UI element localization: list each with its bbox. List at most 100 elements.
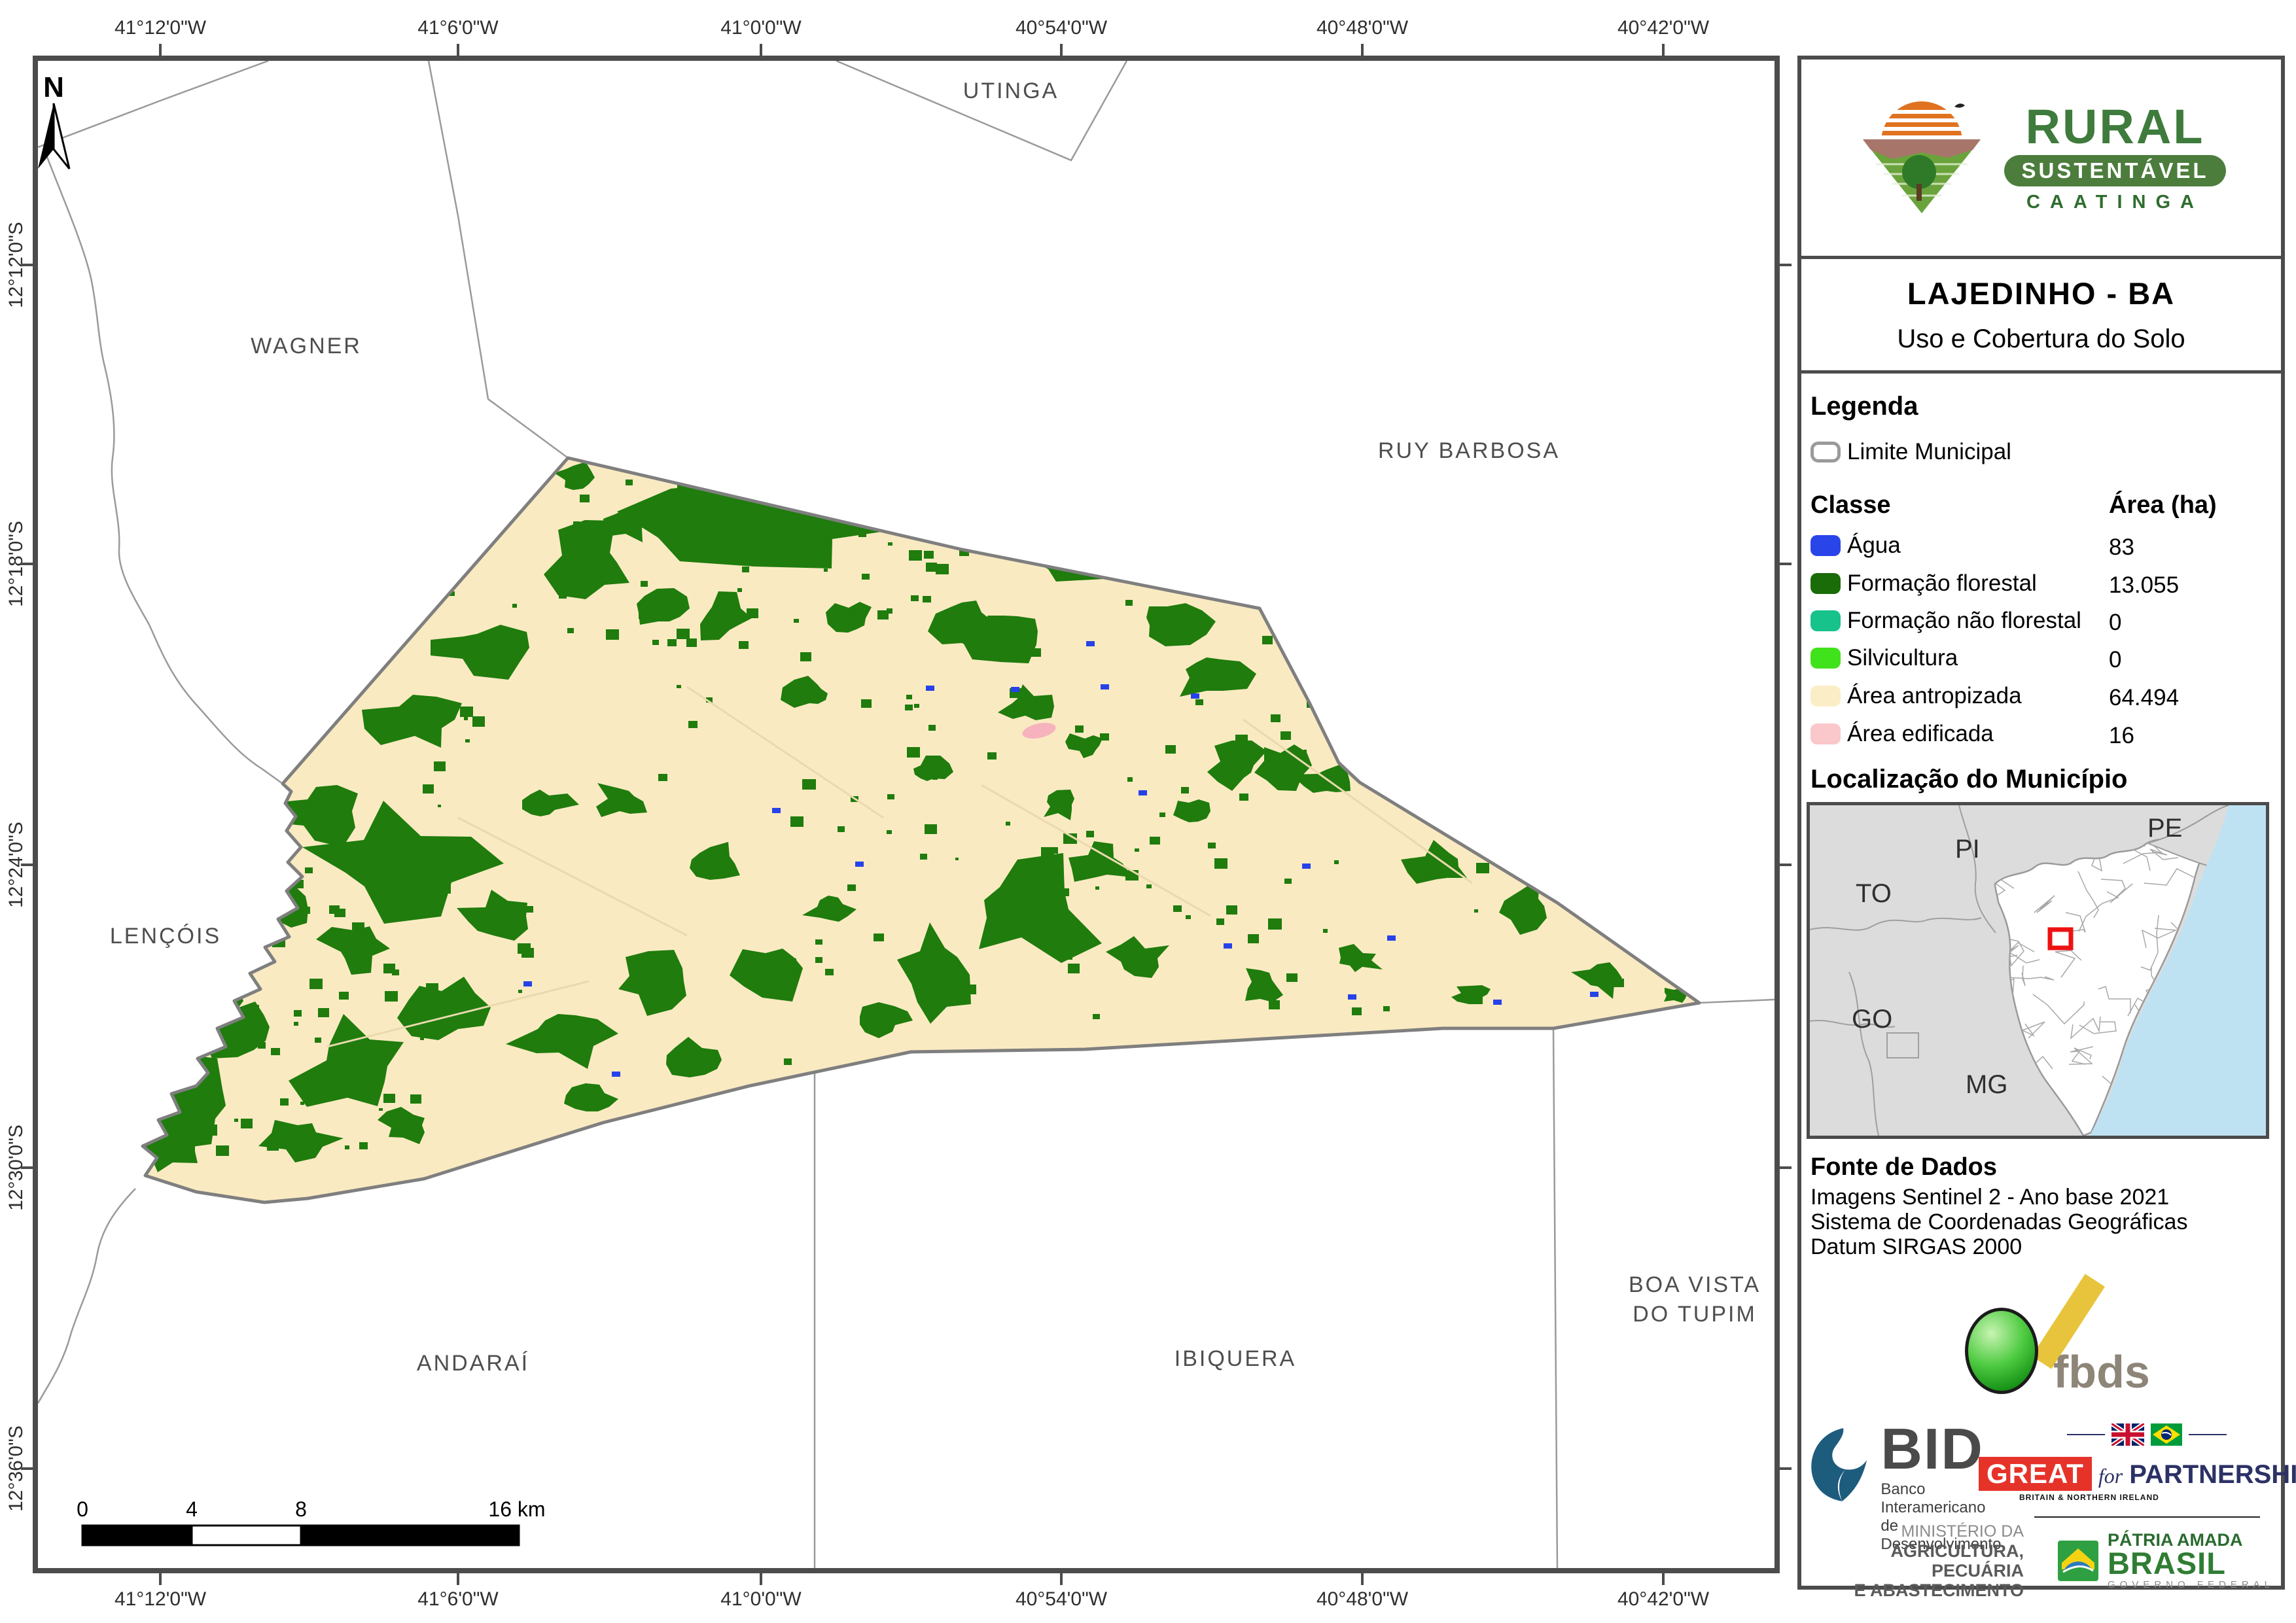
- ministry-logo: MINISTÉRIO DA AGRICULTURA, PECUÁRIA E AB…: [1808, 1522, 2024, 1600]
- scale-16km: 16 km: [488, 1497, 545, 1521]
- label-andarai: ANDARAÍ: [417, 1351, 529, 1376]
- municipality-marker: [2047, 927, 2074, 951]
- frame-tick: [21, 563, 33, 565]
- north-label: N: [43, 71, 64, 103]
- source-heading: Fonte de Dados: [1810, 1153, 1998, 1181]
- scale-bar: 0 4 8 16 km: [77, 1497, 546, 1546]
- inset-svg: PE PI TO GO MG: [1809, 805, 2267, 1137]
- bid-logo: BID Banco Interamericano de Desenvolvime…: [1808, 1420, 2019, 1553]
- legend-limite-row: Limite Municipal: [1810, 439, 2011, 465]
- great-partnership-word: PARTNERSHIP: [2129, 1460, 2296, 1489]
- frame-tick: [457, 44, 459, 56]
- logo-line-rural: RURAL: [2025, 99, 2205, 154]
- coord-top-3: 40°54'0"W: [1015, 17, 1108, 39]
- edificada-area: 16: [2109, 723, 2134, 748]
- scale-0: 0: [77, 1497, 88, 1521]
- legend-row-nao-florestal: Formação não florestal: [1810, 608, 2081, 634]
- agua-swatch: [1810, 535, 1841, 556]
- map-canvas: UTINGA WAGNER RUY BARBOSA LENÇÓIS ANDARA…: [33, 56, 1780, 1573]
- source-line-3: Datum SIRGAS 2000: [1810, 1234, 2022, 1259]
- brasil-line-2: BRASIL: [2107, 1546, 2226, 1580]
- coord-top-0: 41°12'0"W: [114, 17, 207, 39]
- legend-row-agua: Água: [1810, 532, 1901, 559]
- agua-area: 83: [2109, 534, 2134, 560]
- frame-tick: [21, 864, 33, 866]
- ministry-line-3: E ABASTECIMENTO: [1854, 1580, 2024, 1600]
- frame-tick: [1780, 864, 1792, 866]
- agua-label: Água: [1847, 532, 1901, 558]
- legend-row-edificada: Área edificada: [1810, 721, 1994, 747]
- coord-bottom-3: 40°54'0"W: [1015, 1588, 1108, 1610]
- nao-florestal-swatch: [1810, 610, 1841, 631]
- frame-tick: [21, 1467, 33, 1470]
- municipality-area: [143, 458, 1699, 1202]
- label-wagner: WAGNER: [251, 334, 362, 358]
- nao-florestal-area: 0: [2109, 610, 2122, 635]
- frame-tick: [159, 1573, 162, 1585]
- caatinga-emblem-icon: [1863, 101, 1981, 213]
- great-rule: [2034, 1516, 2260, 1518]
- coord-top-1: 41°6'0"W: [417, 17, 499, 39]
- antropizada-label: Área antropizada: [1847, 683, 2022, 708]
- state-pi: PI: [1955, 835, 1980, 864]
- sidebar: RURAL SUSTENTÁVEL CAATINGA LAJEDINHO - B…: [1797, 56, 2296, 1600]
- page-subtitle: Uso e Cobertura do Solo: [1897, 324, 2185, 353]
- frame-tick: [760, 1573, 762, 1585]
- frame-tick: [1361, 1573, 1364, 1585]
- legend-row-florestal: Formação florestal: [1810, 570, 2037, 597]
- coord-top-4: 40°48'0"W: [1316, 17, 1409, 39]
- great-word: GREAT: [1979, 1457, 2092, 1491]
- legend-row-silvicultura: Silvicultura: [1810, 645, 1958, 671]
- brasil-line-3: GOVERNO FEDERAL: [2107, 1579, 2274, 1590]
- label-utinga: UTINGA: [963, 79, 1059, 103]
- frame-tick: [1780, 1467, 1792, 1470]
- sidebar-content: Legenda Limite Municipal Classe Área (ha…: [1801, 374, 2296, 1600]
- brasil-logo: PÁTRIA AMADA BRASIL GOVERNO FEDERAL: [2057, 1531, 2274, 1590]
- map-svg: UTINGA WAGNER RUY BARBOSA LENÇÓIS ANDARA…: [38, 61, 1775, 1568]
- state-mg: MG: [1966, 1070, 2007, 1099]
- coord-bottom-4: 40°48'0"W: [1316, 1588, 1409, 1610]
- florestal-label: Formação florestal: [1847, 570, 2037, 596]
- great-partnership-logo: GREAT for PARTNERSHIP BRITAIN & NORTHERN…: [1979, 1422, 2296, 1546]
- frame-tick: [21, 1166, 33, 1169]
- frame-tick: [1780, 264, 1792, 266]
- frame-tick: [1662, 1573, 1665, 1585]
- edificada-label: Área edificada: [1847, 721, 1994, 746]
- state-borders: [1809, 805, 1996, 1136]
- state-to: TO: [1856, 879, 1892, 908]
- state-go: GO: [1852, 1005, 1892, 1034]
- florestal-area: 13.055: [2109, 572, 2180, 598]
- coord-bottom-1: 41°6'0"W: [417, 1588, 499, 1610]
- source-line-2: Sistema de Coordenadas Geográficas: [1810, 1210, 2188, 1234]
- ministry-line-1: MINISTÉRIO DA: [1901, 1522, 2024, 1541]
- limite-swatch: [1810, 442, 1841, 462]
- silvicultura-label: Silvicultura: [1847, 645, 1958, 671]
- state-pe: PE: [2147, 814, 2182, 843]
- legend-col-classe: Classe: [1810, 491, 1891, 519]
- ocean: [2090, 805, 2266, 1136]
- frame-tick: [1361, 44, 1364, 56]
- frame-tick: [1060, 1573, 1063, 1585]
- ministry-line-2: AGRICULTURA, PECUÁRIA: [1890, 1541, 2024, 1580]
- location-inset-map: PE PI TO GO MG: [1807, 802, 2269, 1139]
- brasil-mark-icon: [2057, 1541, 2098, 1581]
- limite-label: Limite Municipal: [1847, 439, 2011, 464]
- logo-line-sustentavel: SUSTENTÁVEL: [2004, 154, 2226, 186]
- frame-tick: [1662, 44, 1665, 56]
- flags-row: [2067, 1422, 2227, 1448]
- scale-16: 8: [295, 1497, 307, 1521]
- great-for: for: [2098, 1464, 2123, 1488]
- program-logo: RURAL SUSTENTÁVEL CAATINGA: [1801, 60, 2281, 259]
- fbds-logo: fbds: [1801, 1268, 2281, 1419]
- coord-bottom-2: 41°0'0"W: [720, 1588, 802, 1610]
- government-logos-row: MINISTÉRIO DA AGRICULTURA, PECUÁRIA E AB…: [1808, 1522, 2274, 1600]
- frame-tick: [1780, 1166, 1792, 1169]
- north-arrow: N: [38, 71, 71, 169]
- label-ibiquera: IBIQUERA: [1174, 1346, 1296, 1371]
- partner-logos-row: BID Banco Interamericano de Desenvolvime…: [1808, 1420, 2296, 1553]
- label-lencois: LENÇÓIS: [110, 924, 221, 949]
- frame-tick: [760, 44, 762, 56]
- state-labels: PE PI TO GO MG: [1852, 814, 2182, 1099]
- bid-line-1: Banco Interamericano: [1881, 1480, 1986, 1516]
